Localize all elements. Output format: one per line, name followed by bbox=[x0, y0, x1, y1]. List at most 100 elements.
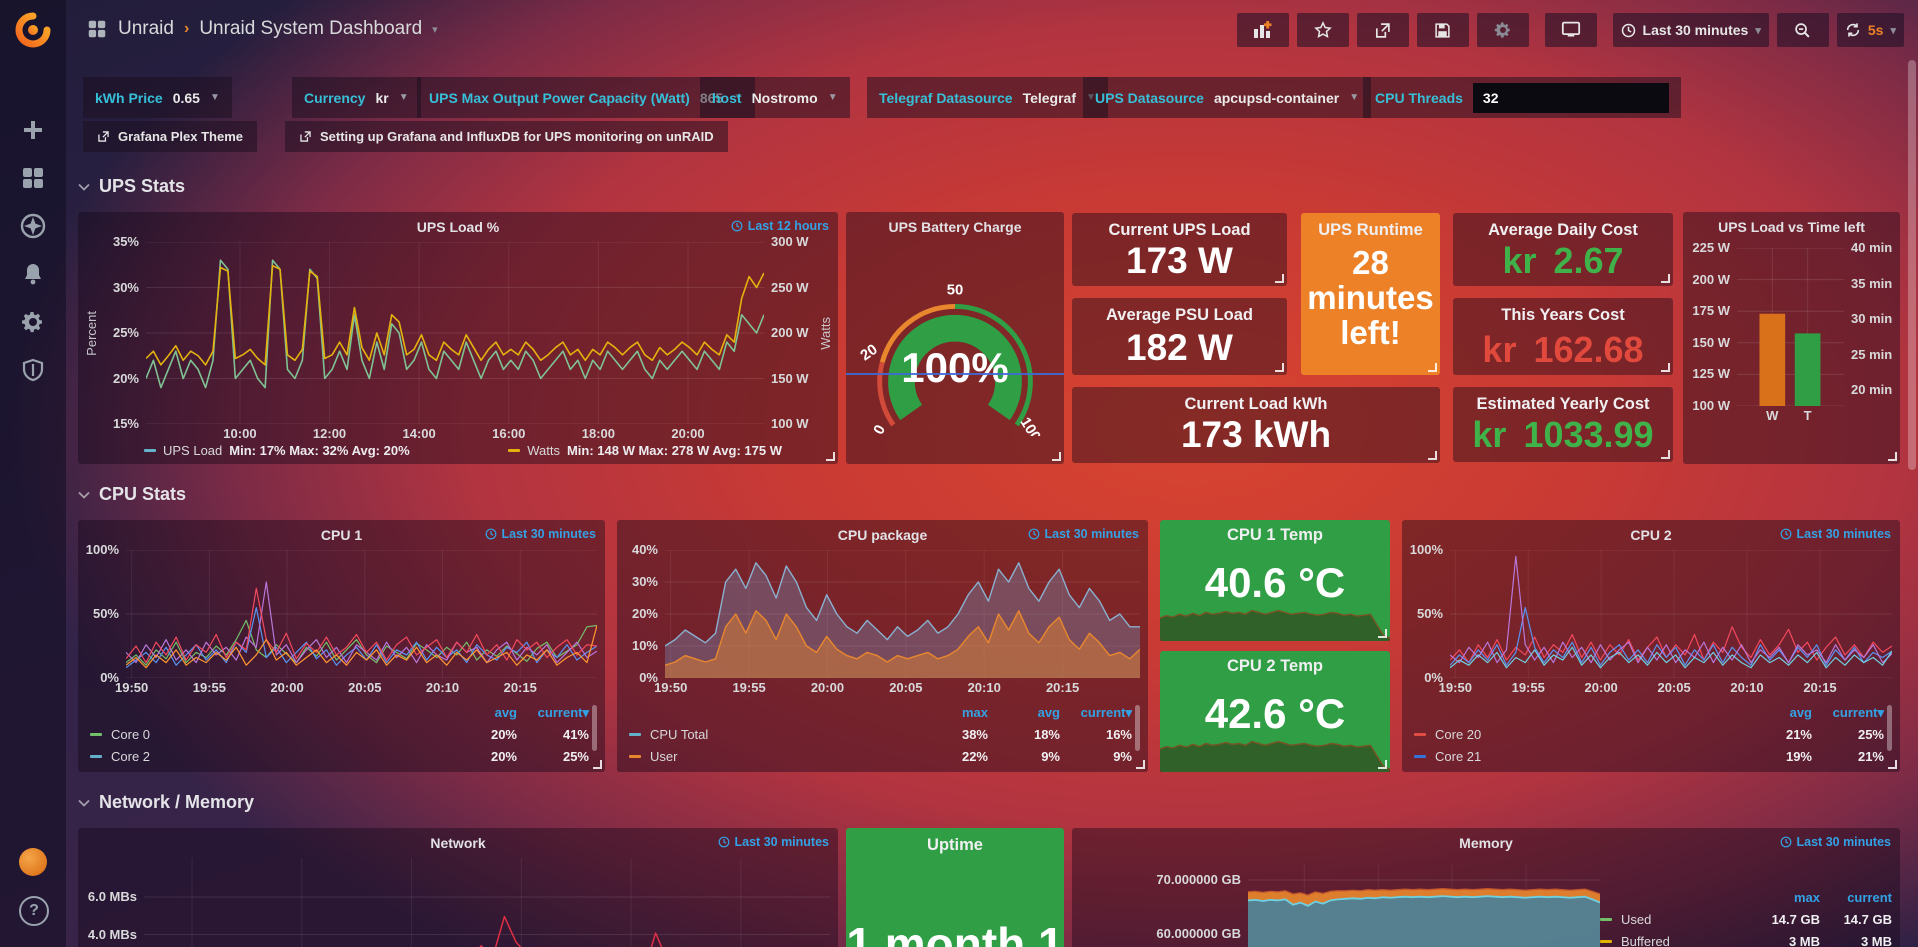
legend-scrollbar[interactable] bbox=[1135, 705, 1140, 751]
add-panel-button[interactable] bbox=[1236, 13, 1289, 47]
cpu2-chart[interactable] bbox=[1450, 550, 1892, 678]
help-icon[interactable]: ? bbox=[19, 896, 49, 926]
page-scrollbar[interactable] bbox=[1908, 60, 1916, 470]
chart-legend-table: max current Used 14.7 GB 14.7 GB Buffered 3 MB… bbox=[1600, 890, 1892, 947]
axis-tick: 10:00 bbox=[223, 426, 257, 441]
legend-col-avg[interactable]: avg bbox=[1037, 705, 1060, 720]
explore-compass-icon[interactable] bbox=[0, 206, 66, 246]
legend-series-name[interactable]: Core 20 bbox=[1414, 727, 1740, 742]
stat-title[interactable]: Current Load kWh bbox=[1184, 395, 1328, 413]
grafana-logo-icon[interactable] bbox=[15, 12, 51, 48]
panel-title[interactable]: CPU 2 bbox=[1630, 527, 1672, 543]
panel-time-override[interactable]: Last 30 minutes bbox=[485, 527, 596, 541]
stat-title[interactable]: CPU 2 Temp bbox=[1227, 657, 1323, 675]
legend-series-name[interactable]: Core 2 bbox=[90, 749, 445, 764]
memory-chart[interactable] bbox=[1248, 864, 1600, 947]
link-ups-monitoring-guide[interactable]: Setting up Grafana and InfluxDB for UPS … bbox=[285, 121, 728, 152]
axis-tick: 19:55 bbox=[192, 680, 226, 695]
legend-scrollbar[interactable] bbox=[592, 705, 597, 751]
legend-col-current[interactable]: current▾ bbox=[537, 705, 589, 720]
cycle-view-tv-button[interactable] bbox=[1544, 13, 1597, 47]
breadcrumb-app[interactable]: Unraid bbox=[118, 18, 174, 39]
panel-time-override[interactable]: Last 30 minutes bbox=[1028, 527, 1139, 541]
legend-series-name[interactable]: Core 0 bbox=[90, 727, 445, 742]
panel-title[interactable]: UPS Load vs Time left bbox=[1718, 219, 1865, 235]
legend-series-name[interactable]: CPU Total bbox=[629, 727, 916, 742]
section-cpu-stats[interactable]: CPU Stats bbox=[78, 484, 186, 505]
configuration-gear-icon[interactable] bbox=[0, 302, 66, 342]
legend-col-current[interactable]: current▾ bbox=[1080, 705, 1132, 720]
star-button[interactable] bbox=[1296, 13, 1349, 47]
stat-title[interactable]: Estimated Yearly Cost bbox=[1476, 395, 1650, 413]
refresh-icon bbox=[1846, 23, 1860, 37]
create-plus-icon[interactable] bbox=[0, 110, 66, 150]
variable-telegraf-datasource[interactable]: Telegraf Datasource Telegraf ▼ bbox=[867, 77, 1108, 118]
network-chart[interactable] bbox=[144, 858, 830, 947]
legend-col-current[interactable]: current bbox=[1847, 890, 1892, 905]
user-avatar[interactable] bbox=[19, 848, 47, 876]
panel-cpu2-graph: CPU 2 Last 30 minutes 100% 50% 0% 19:50 19:… bbox=[1402, 520, 1900, 772]
variable-currency[interactable]: Currency kr ▼ bbox=[292, 77, 421, 118]
battery-gauge[interactable]: 0 20 50 100 bbox=[846, 276, 1064, 446]
panel-title[interactable]: UPS Load % bbox=[416, 219, 500, 235]
stat-title[interactable]: Uptime bbox=[927, 836, 983, 854]
legend-scrollbar[interactable] bbox=[1887, 705, 1892, 751]
legend-col-avg[interactable]: avg bbox=[494, 705, 517, 720]
admin-shield-icon[interactable] bbox=[0, 350, 66, 390]
legend-col-current[interactable]: current▾ bbox=[1832, 705, 1884, 720]
save-button[interactable] bbox=[1416, 13, 1469, 47]
panel-title[interactable]: CPU package bbox=[837, 527, 928, 543]
cpu-package-chart[interactable] bbox=[665, 550, 1140, 678]
legend-series-name[interactable]: User bbox=[629, 749, 916, 764]
panel-time-override[interactable]: Last 12 hours bbox=[731, 219, 829, 233]
legend-series-name[interactable]: Core 21 bbox=[1414, 749, 1740, 764]
legend-row: Core 2 20% 25% bbox=[90, 745, 589, 767]
stat-title[interactable]: UPS Runtime bbox=[1318, 221, 1423, 239]
refresh-picker[interactable]: 5s ▾ bbox=[1836, 13, 1904, 47]
panel-time-override[interactable]: Last 30 minutes bbox=[718, 835, 829, 849]
legend-series-name[interactable]: UPS Load bbox=[163, 443, 223, 458]
panel-title[interactable]: CPU 1 bbox=[320, 527, 363, 543]
time-range-picker[interactable]: Last 30 minutes ▾ bbox=[1612, 13, 1769, 47]
legend-value: 38% bbox=[961, 726, 988, 742]
variable-ups-datasource[interactable]: UPS Datasource apcupsd-container ▼ bbox=[1083, 77, 1372, 118]
dashboard-settings-button[interactable] bbox=[1476, 13, 1529, 47]
legend-series-name[interactable]: Buffered bbox=[1600, 934, 1748, 947]
section-network-memory[interactable]: Network / Memory bbox=[78, 792, 254, 813]
panel-title[interactable]: Network bbox=[430, 835, 486, 851]
axis-tick: 4.0 MBs bbox=[87, 926, 137, 942]
variable-ups-max-output[interactable]: UPS Max Output Power Capacity (Watt) 865… bbox=[417, 77, 756, 118]
cpu1-chart[interactable] bbox=[126, 550, 597, 678]
panel-title[interactable]: Memory bbox=[1459, 835, 1513, 851]
stat-title[interactable]: Current UPS Load bbox=[1108, 221, 1251, 239]
panel-time-override[interactable]: Last 30 minutes bbox=[1780, 835, 1891, 849]
stat-title[interactable]: This Years Cost bbox=[1501, 306, 1625, 324]
variable-host[interactable]: host Nostromo ▼ bbox=[700, 77, 850, 118]
stat-title[interactable]: Average Daily Cost bbox=[1488, 221, 1638, 239]
legend-col-max[interactable]: max bbox=[961, 705, 988, 720]
panel-title[interactable]: UPS Battery Charge bbox=[888, 219, 1022, 235]
ups-bars-chart[interactable] bbox=[1737, 248, 1844, 406]
stat-title[interactable]: CPU 1 Temp bbox=[1227, 526, 1323, 544]
link-grafana-plex-theme[interactable]: Grafana Plex Theme bbox=[83, 121, 257, 152]
ups-load-chart[interactable] bbox=[146, 242, 764, 424]
stat-title[interactable]: Average PSU Load bbox=[1105, 306, 1254, 324]
dashboards-icon[interactable] bbox=[0, 158, 66, 198]
legend-item[interactable]: Watts Min: 148 W Max: 278 W Avg: 175 W bbox=[508, 443, 782, 458]
legend-series-name[interactable]: Watts bbox=[527, 443, 560, 458]
panel-time-override[interactable]: Last 30 minutes bbox=[1780, 527, 1891, 541]
legend-col-max[interactable]: max bbox=[1793, 890, 1820, 905]
breadcrumb-page[interactable]: Unraid System Dashboard bbox=[199, 18, 423, 39]
legend-item[interactable]: UPS Load Min: 17% Max: 32% Avg: 20% bbox=[144, 443, 410, 458]
legend-series-name[interactable]: Used bbox=[1600, 912, 1748, 927]
share-button[interactable] bbox=[1356, 13, 1409, 47]
section-ups-stats[interactable]: UPS Stats bbox=[78, 176, 185, 197]
breadcrumb-caret-icon[interactable]: ▾ bbox=[432, 23, 438, 36]
axis-tick: 60.000000 GB bbox=[1156, 925, 1241, 941]
alerting-bell-icon[interactable] bbox=[0, 254, 66, 294]
variable-kwh-price[interactable]: kWh Price 0.65 ▼ bbox=[83, 77, 232, 118]
zoom-out-button[interactable] bbox=[1776, 13, 1829, 47]
cpu-threads-input[interactable]: 32 bbox=[1472, 82, 1669, 113]
legend-col-avg[interactable]: avg bbox=[1789, 705, 1812, 720]
panel-estimated-yearly-cost: Estimated Yearly Cost kr 1033.99 bbox=[1453, 387, 1673, 462]
